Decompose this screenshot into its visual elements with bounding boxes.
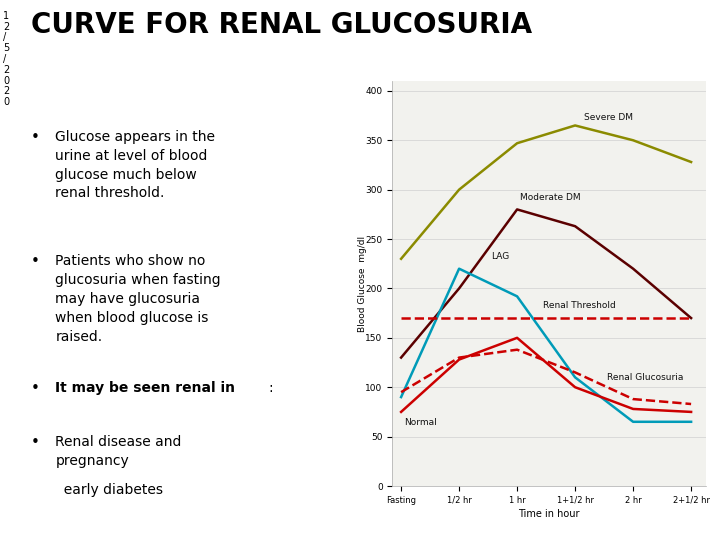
Text: Normal: Normal: [404, 418, 437, 427]
Text: CURVE FOR RENAL GLUCOSURIA: CURVE FOR RENAL GLUCOSURIA: [31, 11, 532, 39]
Text: Patients who show no
glucosuria when fasting
may have glucosuria
when blood gluc: Patients who show no glucosuria when fas…: [55, 254, 221, 343]
Text: Glucose appears in the
urine at level of blood
glucose much below
renal threshol: Glucose appears in the urine at level of…: [55, 130, 215, 200]
Text: It may be seen renal in: It may be seen renal in: [55, 381, 240, 395]
Text: •: •: [31, 130, 40, 145]
Text: Renal disease and
pregnancy: Renal disease and pregnancy: [55, 435, 181, 468]
Text: Renal Glucosuria: Renal Glucosuria: [607, 373, 683, 382]
Text: Renal Threshold: Renal Threshold: [543, 301, 616, 310]
Text: •: •: [31, 381, 40, 396]
Text: •: •: [31, 254, 40, 269]
Text: early diabetes: early diabetes: [55, 483, 163, 497]
Text: Moderate DM: Moderate DM: [520, 193, 580, 201]
Text: Severe DM: Severe DM: [584, 113, 633, 123]
Text: •: •: [31, 435, 40, 450]
Text: :: :: [269, 381, 274, 395]
X-axis label: Time in hour: Time in hour: [518, 509, 580, 519]
Y-axis label: Blood Glucose  mg/dl: Blood Glucose mg/dl: [358, 235, 367, 332]
Text: LAG: LAG: [491, 252, 509, 261]
Text: 1
2
/
5
/
2
0
2
0: 1 2 / 5 / 2 0 2 0: [4, 11, 9, 107]
